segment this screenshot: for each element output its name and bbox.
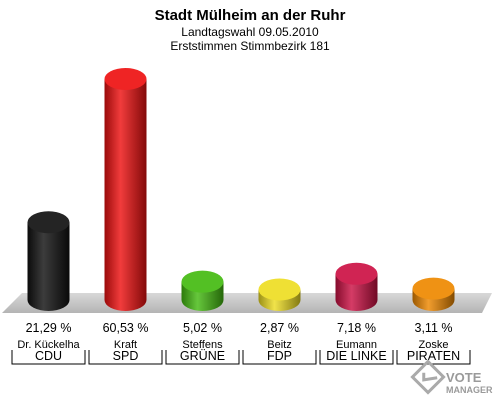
bar-cdu	[27, 211, 70, 311]
chart-title: Stadt Mülheim an der Ruhr	[155, 7, 346, 24]
bar-fdp	[258, 278, 301, 311]
bars-group	[27, 68, 455, 312]
value-label-cdu: 21,29 %	[26, 321, 72, 335]
value-label-fdp: 2,87 %	[260, 321, 299, 335]
bar-top-cdu	[27, 211, 70, 234]
bar-top-die-linke	[335, 262, 378, 285]
chart-subtitle-district: Erststimmen Stimmbezirk 181	[170, 39, 330, 53]
candidate-label-gr-ne: Steffens	[182, 339, 223, 351]
bar-top-piraten	[412, 277, 455, 300]
candidate-label-piraten: Zoske	[419, 339, 449, 351]
party-label-spd: SPD	[113, 349, 139, 363]
party-label-gr-ne: GRÜNE	[180, 349, 225, 363]
candidate-label-cdu: Dr. Kückelha	[17, 339, 80, 351]
bar-body-spd	[104, 79, 147, 312]
bar-gr-ne	[181, 270, 224, 311]
party-bracket-spd	[88, 350, 163, 365]
party-label-fdp: FDP	[267, 349, 292, 363]
value-label-piraten: 3,11 %	[415, 321, 453, 335]
party-label-die-linke: DIE LINKE	[326, 349, 386, 363]
party-bracket-piraten	[396, 350, 471, 365]
party-bracket-die-linke	[319, 350, 394, 365]
logo-text-manager: MANAGER	[446, 385, 493, 395]
bar-top-gr-ne	[181, 270, 224, 293]
value-label-spd: 60,53 %	[103, 321, 149, 335]
party-label-cdu: CDU	[35, 349, 62, 363]
bar-die-linke	[335, 262, 378, 311]
party-bracket-gr-ne	[165, 350, 240, 365]
value-labels-group: 21,29 % 60,53 % 5,02 % 2,87 % 7,18 % 3,11 %	[26, 321, 453, 335]
bar-piraten	[412, 277, 455, 311]
bar-top-fdp	[258, 278, 301, 301]
bar-top-spd	[104, 68, 147, 91]
candidate-label-fdp: Beitz	[267, 339, 291, 351]
party-bracket-cdu	[11, 350, 86, 365]
value-label-gr-ne: 5,02 %	[183, 321, 222, 335]
party-bracket-fdp	[242, 350, 317, 365]
candidate-label-spd: Kraft	[114, 339, 137, 351]
bar-body-cdu	[27, 222, 70, 311]
logo-text-vote: VOTE	[446, 370, 482, 385]
party-labels-group: CDU SPD GRÜNE FDP DIE LINKE PIRATEN	[11, 349, 471, 365]
chart-subtitle-election: Landtagswahl 09.05.2010	[181, 25, 319, 39]
ballot-check-icon	[410, 359, 446, 395]
party-label-piraten: PIRATEN	[407, 349, 460, 363]
candidate-label-die-linke: Eumann	[336, 339, 377, 351]
vote-manager-logo: VOTE MANAGER	[410, 359, 493, 395]
value-label-die-linke: 7,18 %	[337, 321, 376, 335]
bar-spd	[104, 68, 147, 312]
candidate-labels-group: Dr. Kückelha Kraft Steffens Beitz Eumann Zosk…	[17, 339, 448, 351]
